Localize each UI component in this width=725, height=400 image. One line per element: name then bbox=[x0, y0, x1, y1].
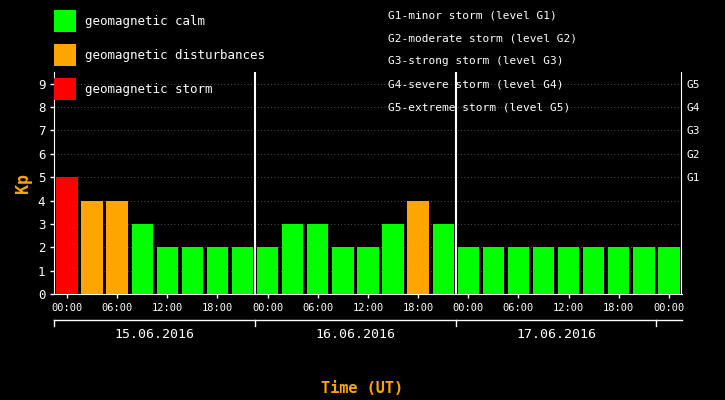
Bar bbox=[107, 200, 128, 294]
Bar bbox=[81, 200, 103, 294]
Bar bbox=[207, 247, 228, 294]
Text: 16.06.2016: 16.06.2016 bbox=[315, 328, 395, 341]
Bar bbox=[483, 247, 504, 294]
Bar bbox=[307, 224, 328, 294]
Bar bbox=[407, 200, 428, 294]
Bar bbox=[382, 224, 404, 294]
Bar bbox=[232, 247, 253, 294]
Text: geomagnetic storm: geomagnetic storm bbox=[85, 82, 212, 96]
Bar bbox=[131, 224, 153, 294]
Text: G4-severe storm (level G4): G4-severe storm (level G4) bbox=[388, 80, 563, 90]
Bar bbox=[182, 247, 203, 294]
Bar bbox=[357, 247, 378, 294]
Text: G3-strong storm (level G3): G3-strong storm (level G3) bbox=[388, 56, 563, 66]
Bar bbox=[608, 247, 629, 294]
Text: Time (UT): Time (UT) bbox=[321, 381, 404, 396]
Text: G5-extreme storm (level G5): G5-extreme storm (level G5) bbox=[388, 103, 570, 113]
Text: G2-moderate storm (level G2): G2-moderate storm (level G2) bbox=[388, 33, 577, 43]
Bar bbox=[433, 224, 454, 294]
Bar bbox=[157, 247, 178, 294]
Text: geomagnetic calm: geomagnetic calm bbox=[85, 14, 205, 28]
Bar bbox=[583, 247, 605, 294]
Y-axis label: Kp: Kp bbox=[14, 173, 33, 193]
Bar bbox=[558, 247, 579, 294]
Bar bbox=[633, 247, 655, 294]
Bar bbox=[533, 247, 554, 294]
Bar bbox=[507, 247, 529, 294]
Bar bbox=[57, 177, 78, 294]
Text: G1-minor storm (level G1): G1-minor storm (level G1) bbox=[388, 10, 557, 20]
Bar bbox=[332, 247, 354, 294]
Text: 15.06.2016: 15.06.2016 bbox=[115, 328, 195, 341]
Bar bbox=[282, 224, 303, 294]
Bar bbox=[457, 247, 479, 294]
Bar bbox=[658, 247, 679, 294]
Text: geomagnetic disturbances: geomagnetic disturbances bbox=[85, 48, 265, 62]
Bar bbox=[257, 247, 278, 294]
Text: 17.06.2016: 17.06.2016 bbox=[516, 328, 596, 341]
